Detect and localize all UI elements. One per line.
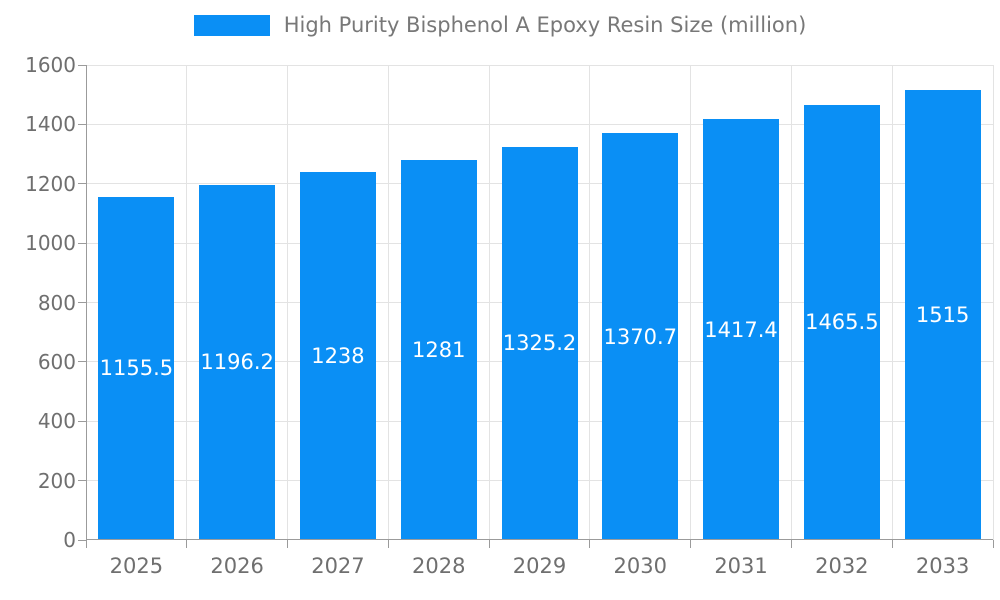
bar[interactable]: 1325.2 bbox=[501, 146, 578, 540]
x-axis-tick bbox=[790, 540, 792, 548]
x-tick-label: 2032 bbox=[815, 554, 869, 578]
x-axis-tick bbox=[589, 540, 591, 548]
v-gridline bbox=[287, 65, 289, 540]
bar-value-label: 1238 bbox=[311, 344, 365, 369]
x-tick-label: 2027 bbox=[311, 554, 365, 578]
bar[interactable]: 1417.4 bbox=[703, 119, 780, 540]
v-gridline bbox=[387, 65, 389, 540]
plot-area: 0 200 400 600 800 1000 1200 1400 1600 1155.5 2025 1… bbox=[25, 55, 994, 578]
y-axis-tick bbox=[78, 539, 86, 541]
x-tick-label: 2031 bbox=[714, 554, 768, 578]
bar[interactable]: 1196.2 bbox=[199, 184, 276, 540]
v-gridline bbox=[589, 65, 591, 540]
y-tick-label: 0 bbox=[63, 528, 76, 552]
bar[interactable]: 1515 bbox=[904, 90, 981, 540]
bar[interactable]: 1238 bbox=[299, 172, 376, 540]
x-axis-tick bbox=[488, 540, 490, 548]
bar-value-label: 1465.5 bbox=[805, 310, 879, 335]
bar-value-label: 1196.2 bbox=[200, 350, 274, 375]
y-axis-tick bbox=[78, 64, 86, 66]
y-axis-tick bbox=[78, 183, 86, 185]
x-tick-label: 2030 bbox=[613, 554, 667, 578]
bar-value-label: 1281 bbox=[411, 337, 466, 362]
y-tick-label: 1600 bbox=[25, 53, 76, 77]
y-axis-tick bbox=[78, 123, 86, 125]
bar-value-label: 1155.5 bbox=[99, 356, 174, 381]
y-tick-label: 600 bbox=[37, 349, 76, 374]
v-gridline bbox=[992, 65, 994, 540]
v-gridline bbox=[891, 65, 893, 540]
v-gridline bbox=[186, 65, 188, 540]
bar-value-label: 1515 bbox=[915, 303, 970, 328]
x-axis-line bbox=[86, 539, 993, 540]
v-gridline bbox=[488, 65, 490, 540]
x-tick-label: 2028 bbox=[411, 554, 466, 578]
bar[interactable]: 1370.7 bbox=[602, 133, 679, 540]
x-axis-tick bbox=[690, 540, 692, 548]
bar[interactable]: 1155.5 bbox=[98, 196, 175, 540]
bar[interactable]: 1465.5 bbox=[803, 104, 880, 540]
x-axis-tick bbox=[891, 540, 893, 548]
bar-value-label: 1325.2 bbox=[502, 331, 577, 356]
x-axis-tick bbox=[85, 540, 87, 548]
x-tick-label: 2029 bbox=[512, 554, 567, 578]
h-gridline bbox=[86, 123, 993, 125]
x-axis-tick bbox=[992, 540, 994, 548]
y-axis-tick bbox=[78, 302, 86, 303]
v-gridline bbox=[690, 65, 692, 540]
y-tick-label: 800 bbox=[37, 290, 76, 315]
bar-value-label: 1370.7 bbox=[603, 324, 677, 349]
x-axis-tick bbox=[387, 540, 389, 548]
h-gridline bbox=[86, 64, 993, 66]
y-axis-tick bbox=[78, 361, 86, 363]
x-tick-label: 2025 bbox=[109, 554, 164, 578]
y-tick-label: 1200 bbox=[25, 171, 76, 196]
y-axis-tick bbox=[78, 420, 86, 422]
bar[interactable]: 1281 bbox=[400, 159, 477, 540]
legend: High Purity Bisphenol A Epoxy Resin Size… bbox=[0, 13, 1000, 37]
y-tick-label: 1000 bbox=[25, 231, 76, 256]
x-tick-label: 2026 bbox=[210, 554, 264, 578]
x-tick-label: 2033 bbox=[915, 554, 970, 578]
y-axis-tick bbox=[78, 480, 86, 482]
legend-label[interactable]: High Purity Bisphenol A Epoxy Resin Size… bbox=[283, 13, 807, 37]
v-gridline bbox=[790, 65, 792, 540]
y-tick-label: 400 bbox=[37, 409, 76, 434]
x-axis-tick bbox=[287, 540, 289, 548]
x-axis-tick bbox=[186, 540, 188, 548]
y-tick-label: 1400 bbox=[25, 112, 76, 137]
bar-value-label: 1417.4 bbox=[704, 317, 778, 342]
y-axis-tick bbox=[78, 242, 86, 244]
legend-swatch[interactable] bbox=[193, 14, 270, 36]
y-tick-label: 200 bbox=[37, 468, 76, 493]
y-axis-line bbox=[86, 65, 87, 540]
